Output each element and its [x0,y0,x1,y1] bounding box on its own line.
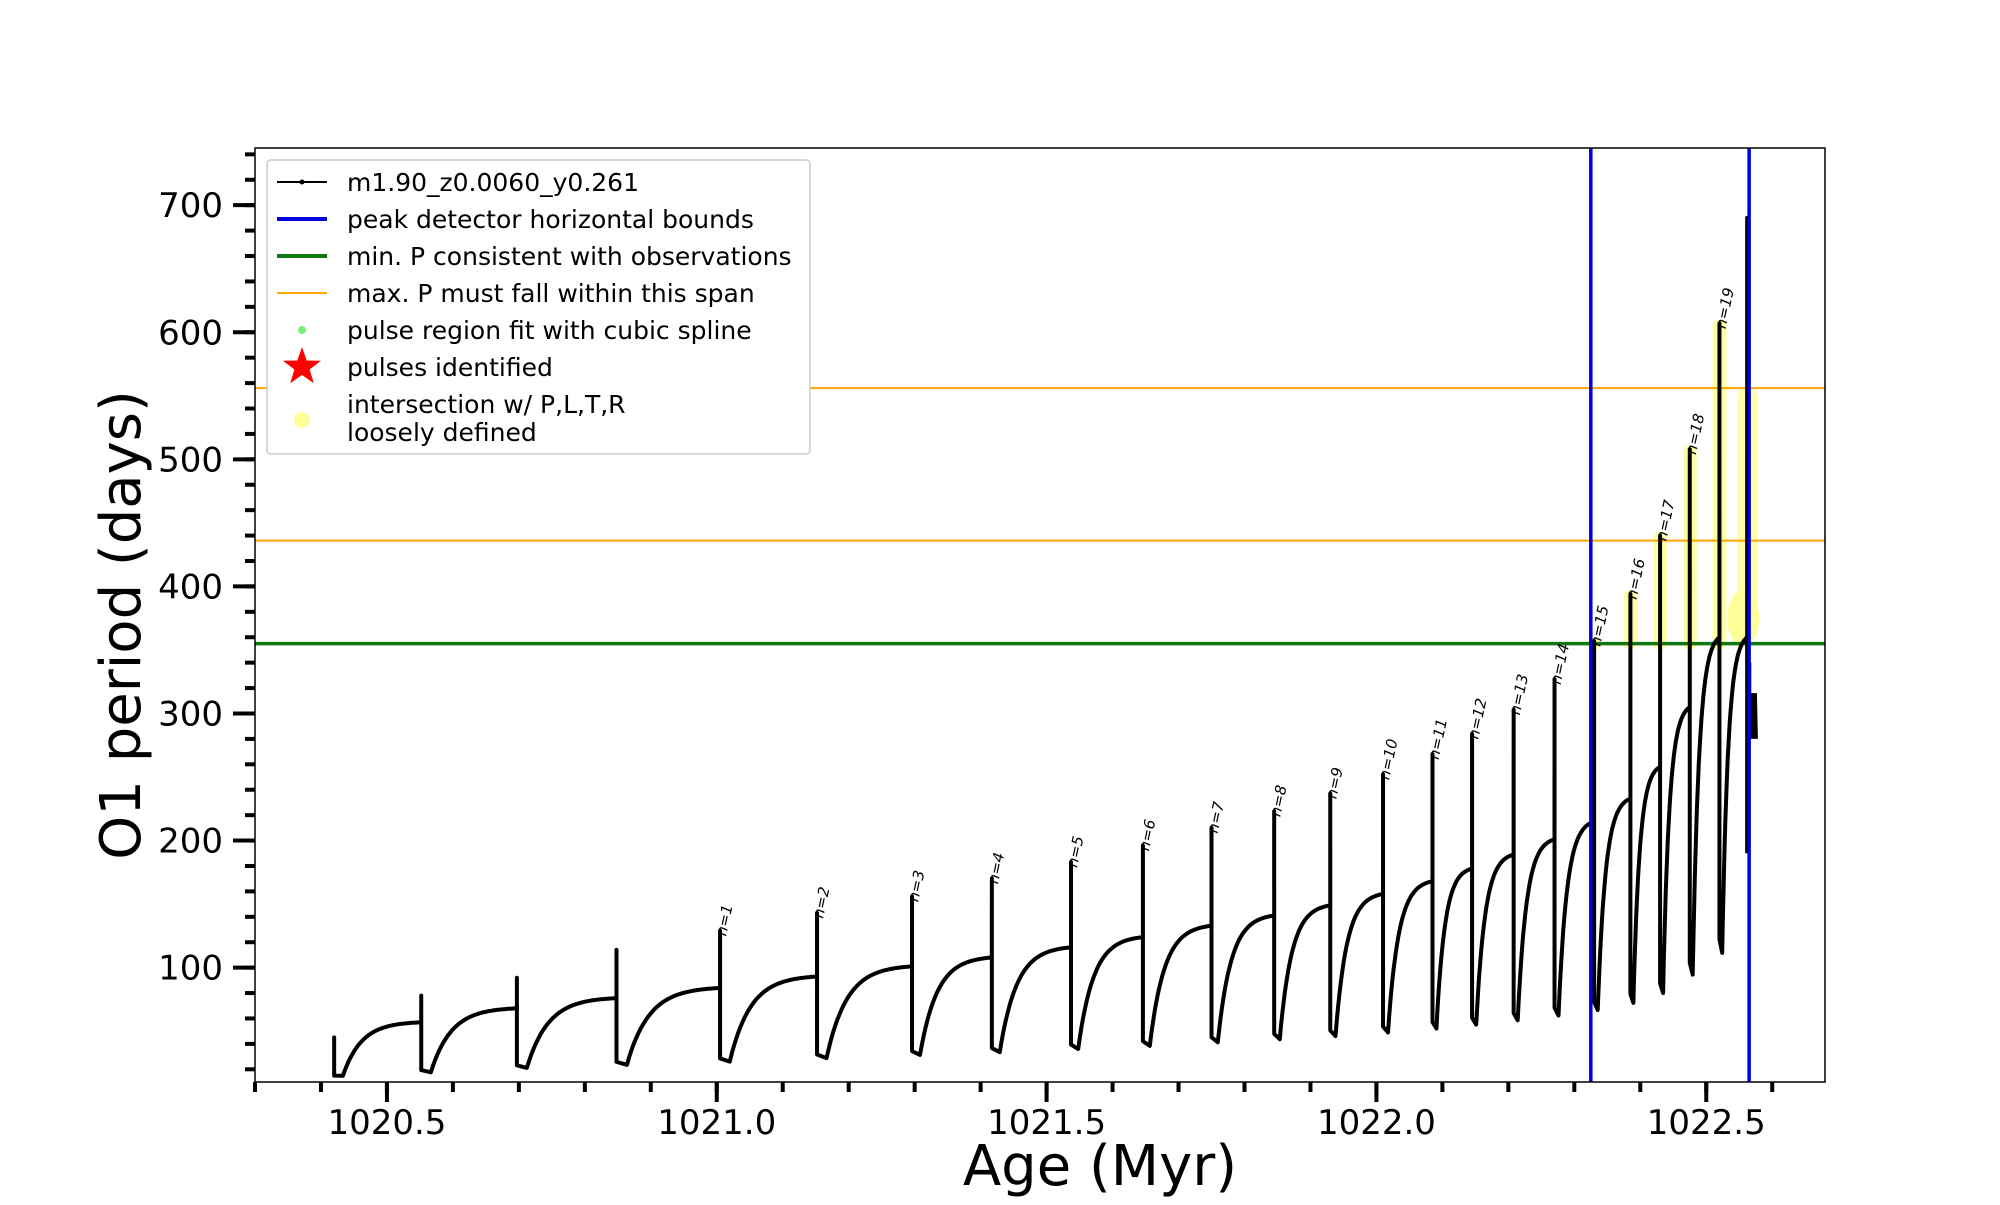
pulse-label: n=12 [1464,697,1490,741]
pulse-label: n=3 [904,869,928,904]
pulse-label: n=18 [1682,412,1708,456]
legend-label: peak detector horizontal bounds [347,205,754,234]
x-tick-label: 1020.5 [327,1103,446,1143]
pulse-label: n=11 [1425,717,1451,761]
pulse-label: n=2 [809,885,833,920]
pulse-label: n=5 [1063,834,1087,869]
y-tick-label: 300 [158,694,223,734]
y-tick-label: 200 [158,822,223,862]
x-tick-label: 1022.5 [1647,1103,1766,1143]
legend-star-swatch [283,347,321,384]
legend-entry: max. P must fall within this span [277,279,755,308]
legend-entry: min. P consistent with observations [277,242,792,271]
legend-entry: pulses identified [283,347,553,384]
y-tick-label: 500 [158,440,223,480]
legend-dot-swatch [294,412,310,428]
pulse-label: n=19 [1712,286,1738,330]
pulse-label: n=8 [1266,783,1290,818]
y-tick-label: 700 [158,186,223,226]
pulse-label: n=14 [1547,642,1573,686]
pulse-label: n=10 [1375,737,1401,781]
pulse-label: n=13 [1506,672,1532,716]
pulse-label: n=16 [1623,557,1649,601]
pulse-label: n=1 [712,903,736,938]
legend-label: intersection w/ P,L,T,R [347,390,626,419]
legend-entry: m1.90_z0.0060_y0.261 [277,168,639,197]
pulse-label: n=17 [1652,498,1678,542]
legend-box [266,159,811,455]
x-tick-label: 1021.0 [657,1103,776,1143]
y-tick-label: 600 [158,313,223,353]
y-tick-label: 400 [158,567,223,607]
legend-dot-swatch [298,326,306,334]
legend-marker-swatch [299,179,305,185]
legend-label: pulses identified [347,353,553,382]
pulse-label: n=4 [984,851,1008,886]
x-axis-label: Age (Myr) [963,1134,1237,1199]
legend-label: max. P must fall within this span [347,279,755,308]
pulse-label: n=9 [1323,766,1347,801]
legend-label: pulse region fit with cubic spline [347,316,752,345]
pulse-label: n=6 [1135,818,1159,853]
legend-label: min. P consistent with observations [347,242,792,271]
y-tick-label: 100 [158,949,223,989]
legend-entry: pulse region fit with cubic spline [298,316,752,345]
intersection-highlight [1727,590,1760,647]
legend-label: loosely defined [347,418,537,447]
pulse-label: n=7 [1204,800,1228,835]
plot-frame [254,147,1826,1083]
x-tick-label: 1021.5 [987,1103,1106,1143]
y-axis-label: O1 period (days) [89,390,154,860]
legend-entry: peak detector horizontal bounds [277,205,754,234]
x-tick-label: 1022.0 [1317,1103,1436,1143]
model-track-line [332,215,1750,1078]
legend-label: m1.90_z0.0060_y0.261 [347,168,639,197]
